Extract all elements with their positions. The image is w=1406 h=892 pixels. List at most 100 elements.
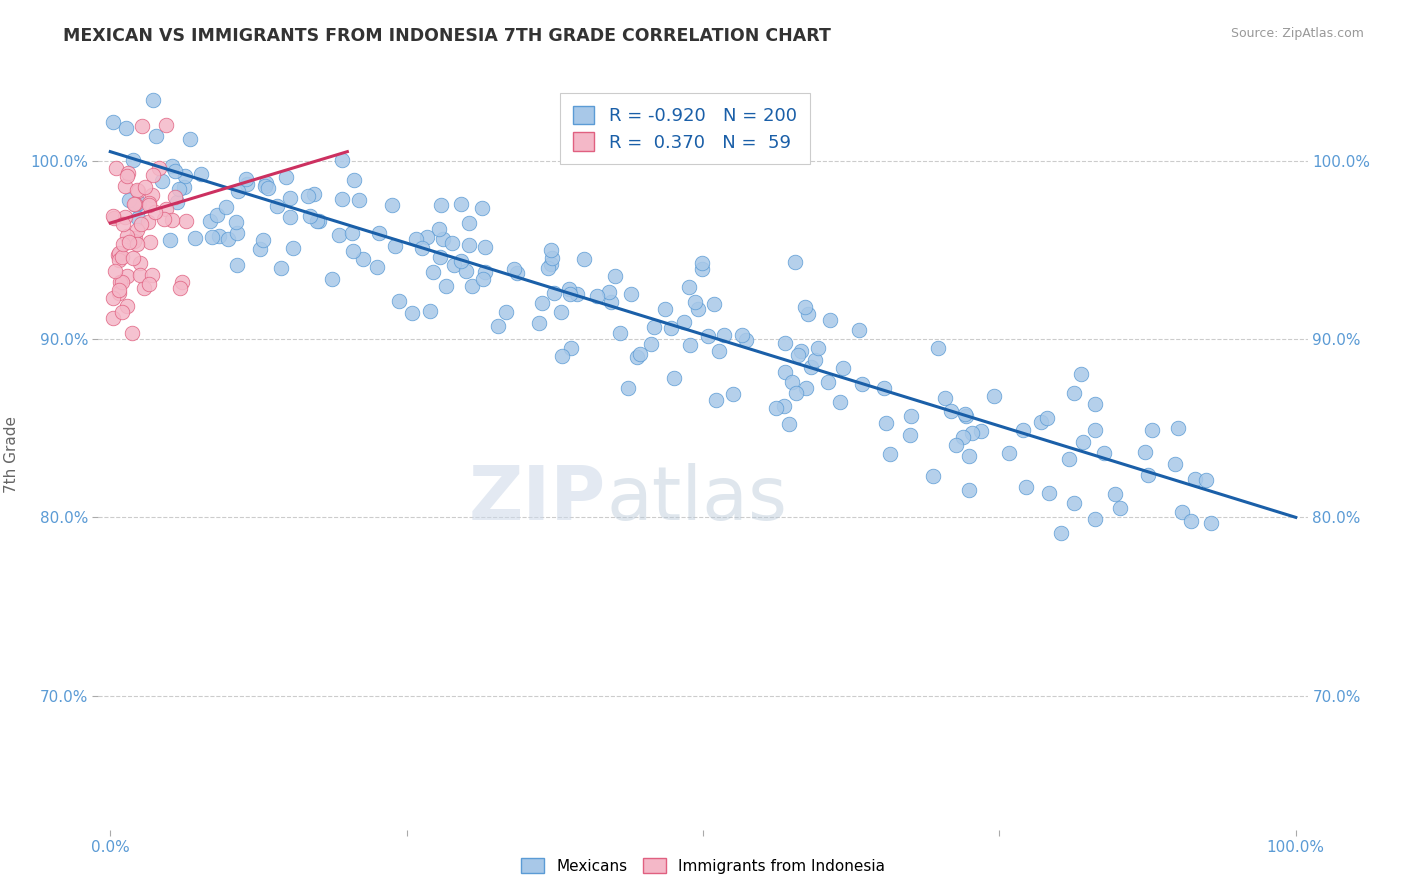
Point: [184, 230, 207, 244]
Point: [474, 240, 496, 254]
Point: [172, 275, 194, 289]
Point: [662, 370, 685, 384]
Point: [1164, 457, 1187, 471]
Point: [114, 179, 136, 194]
Point: [1109, 501, 1132, 516]
Point: [540, 243, 562, 257]
Point: [388, 293, 411, 308]
Point: [124, 230, 146, 244]
Point: [690, 256, 713, 270]
Point: [132, 281, 155, 295]
Point: [111, 217, 134, 231]
Point: [160, 159, 183, 173]
Point: [537, 260, 560, 275]
Point: [141, 268, 163, 282]
Point: [214, 200, 236, 214]
Point: [166, 194, 188, 209]
Point: [1083, 423, 1105, 437]
Point: [153, 212, 176, 227]
Point: [155, 202, 177, 216]
Point: [298, 210, 321, 224]
Point: [789, 344, 811, 359]
Point: [567, 286, 589, 301]
Point: [179, 132, 201, 146]
Point: [128, 256, 150, 270]
Point: [108, 286, 131, 301]
Point: [257, 181, 280, 195]
Point: [205, 208, 228, 222]
Point: [165, 164, 187, 178]
Point: [721, 387, 744, 401]
Point: [586, 289, 609, 303]
Point: [783, 254, 806, 268]
Point: [125, 223, 148, 237]
Point: [117, 268, 139, 283]
Point: [672, 315, 695, 329]
Point: [101, 209, 124, 223]
Point: [111, 250, 134, 264]
Point: [352, 252, 374, 267]
Point: [873, 381, 896, 395]
Point: [527, 316, 550, 330]
Point: [773, 400, 796, 414]
Point: [236, 177, 259, 191]
Point: [654, 301, 676, 316]
Point: [108, 275, 131, 289]
Point: [117, 299, 139, 313]
Point: [173, 179, 195, 194]
Point: [302, 187, 325, 202]
Point: [138, 196, 160, 211]
Point: [970, 424, 993, 438]
Point: [401, 306, 423, 320]
Point: [115, 120, 138, 135]
Point: [427, 222, 450, 236]
Point: [1035, 411, 1057, 425]
Point: [150, 174, 173, 188]
Point: [104, 161, 127, 175]
Point: [1167, 421, 1189, 435]
Point: [208, 229, 231, 244]
Point: [155, 118, 177, 132]
Point: [851, 377, 873, 392]
Point: [793, 300, 815, 314]
Point: [1015, 480, 1038, 494]
Point: [765, 401, 787, 415]
Point: [1180, 514, 1202, 528]
Point: [543, 285, 565, 300]
Point: [1137, 468, 1160, 483]
Point: [1199, 516, 1222, 531]
Point: [540, 257, 562, 271]
Point: [422, 264, 444, 278]
Point: [118, 235, 141, 250]
Point: [686, 301, 709, 316]
Point: [879, 447, 901, 461]
Point: [167, 182, 190, 196]
Point: [340, 227, 363, 241]
Point: [461, 278, 484, 293]
Point: [101, 114, 124, 128]
Point: [138, 277, 160, 291]
Point: [159, 233, 181, 247]
Point: [560, 341, 582, 355]
Point: [957, 449, 980, 463]
Point: [685, 294, 707, 309]
Point: [381, 197, 404, 211]
Point: [225, 215, 247, 229]
Point: [111, 305, 134, 319]
Point: [297, 189, 319, 203]
Point: [603, 268, 626, 283]
Point: [118, 193, 141, 207]
Point: [800, 360, 823, 375]
Point: [773, 365, 796, 379]
Point: [103, 211, 125, 225]
Point: [703, 297, 725, 311]
Point: [934, 391, 956, 405]
Point: [945, 438, 967, 452]
Point: [598, 285, 620, 300]
Text: atlas: atlas: [606, 463, 787, 536]
Point: [1063, 495, 1085, 509]
Point: [1084, 397, 1107, 411]
Point: [254, 176, 277, 190]
Point: [141, 187, 163, 202]
Point: [803, 353, 825, 368]
